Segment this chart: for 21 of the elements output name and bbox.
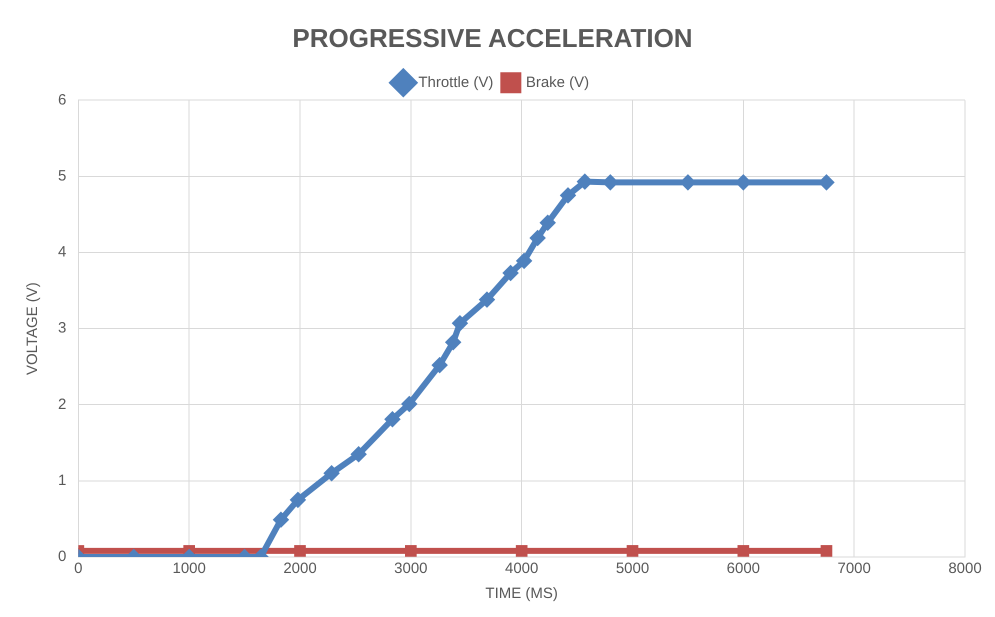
- y-tick-label: 2: [58, 396, 66, 413]
- chart-title: PROGRESSIVE ACCELERATION: [292, 22, 693, 53]
- y-axis-title: VOLTAGE (V): [24, 282, 42, 375]
- y-tick-label: 0: [58, 548, 66, 566]
- x-tick-label: 6000: [726, 560, 760, 578]
- x-tick-label: 8000: [948, 560, 982, 578]
- x-tick-label: 4000: [504, 560, 538, 578]
- y-tick-label: 1: [58, 472, 66, 490]
- legend-label: Throttle (V): [418, 74, 494, 91]
- y-tick-label: 4: [58, 244, 66, 261]
- x-tick-label: 2000: [283, 560, 317, 578]
- x-tick-label: 0: [74, 560, 83, 578]
- y-tick-label: 3: [58, 320, 66, 337]
- x-tick-label: 3000: [394, 560, 428, 578]
- x-tick-label: 5000: [616, 560, 650, 578]
- x-tick-label: 7000: [837, 560, 871, 578]
- x-axis-title: TIME (MS): [485, 585, 558, 602]
- legend-label: Brake (V): [526, 74, 590, 91]
- y-tick-label: 6: [58, 91, 66, 108]
- x-tick-label: 1000: [172, 560, 206, 578]
- y-tick-label: 5: [58, 167, 66, 184]
